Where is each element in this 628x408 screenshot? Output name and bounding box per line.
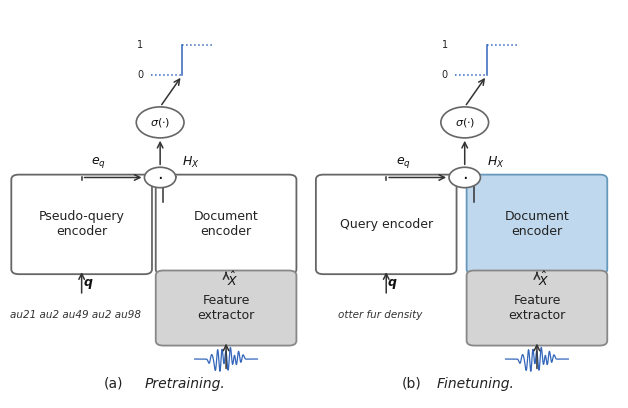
FancyBboxPatch shape (11, 175, 152, 274)
Text: $\sigma(\cdot)$: $\sigma(\cdot)$ (150, 116, 170, 129)
Text: $\boldsymbol{q}$: $\boldsymbol{q}$ (83, 277, 93, 290)
Text: $\sigma(\cdot)$: $\sigma(\cdot)$ (455, 116, 475, 129)
Text: (b): (b) (401, 377, 421, 390)
Text: 1: 1 (137, 40, 143, 50)
Text: $\boldsymbol{e_q}$: $\boldsymbol{e_q}$ (396, 155, 411, 170)
Text: Feature
extractor: Feature extractor (508, 294, 566, 322)
Text: Document
encoder: Document encoder (193, 211, 259, 238)
Text: 0: 0 (137, 71, 143, 80)
Text: $\boldsymbol{H_X}$: $\boldsymbol{H_X}$ (487, 155, 504, 170)
Text: au21 au2 au49 au2 au98: au21 au2 au49 au2 au98 (10, 310, 141, 320)
Text: (a): (a) (103, 377, 123, 390)
FancyBboxPatch shape (467, 271, 607, 346)
Text: Document
encoder: Document encoder (504, 211, 570, 238)
Text: otter fur density: otter fur density (338, 310, 422, 320)
Text: $\boldsymbol{q}$: $\boldsymbol{q}$ (387, 277, 398, 290)
Circle shape (144, 167, 176, 188)
Text: $\cdot$: $\cdot$ (157, 169, 163, 186)
FancyBboxPatch shape (316, 175, 457, 274)
Circle shape (136, 107, 184, 138)
Text: Query encoder: Query encoder (340, 218, 433, 231)
Circle shape (441, 107, 489, 138)
FancyBboxPatch shape (156, 175, 296, 274)
Text: $\boldsymbol{e_q}$: $\boldsymbol{e_q}$ (91, 155, 106, 170)
Text: 1: 1 (441, 40, 448, 50)
Text: $\boldsymbol{\hat{X}}$: $\boldsymbol{\hat{X}}$ (538, 271, 549, 289)
Text: Pretraining.: Pretraining. (144, 377, 225, 390)
Text: $\boldsymbol{H_X}$: $\boldsymbol{H_X}$ (182, 155, 200, 170)
FancyBboxPatch shape (156, 271, 296, 346)
Text: Pseudo-query
encoder: Pseudo-query encoder (39, 211, 124, 238)
FancyBboxPatch shape (467, 175, 607, 274)
Text: $\cdot$: $\cdot$ (462, 169, 468, 186)
Text: 0: 0 (441, 71, 448, 80)
Text: Feature
extractor: Feature extractor (197, 294, 255, 322)
Text: Finetuning.: Finetuning. (436, 377, 514, 390)
Text: $\boldsymbol{\hat{X}}$: $\boldsymbol{\hat{X}}$ (227, 271, 238, 289)
Circle shape (449, 167, 480, 188)
